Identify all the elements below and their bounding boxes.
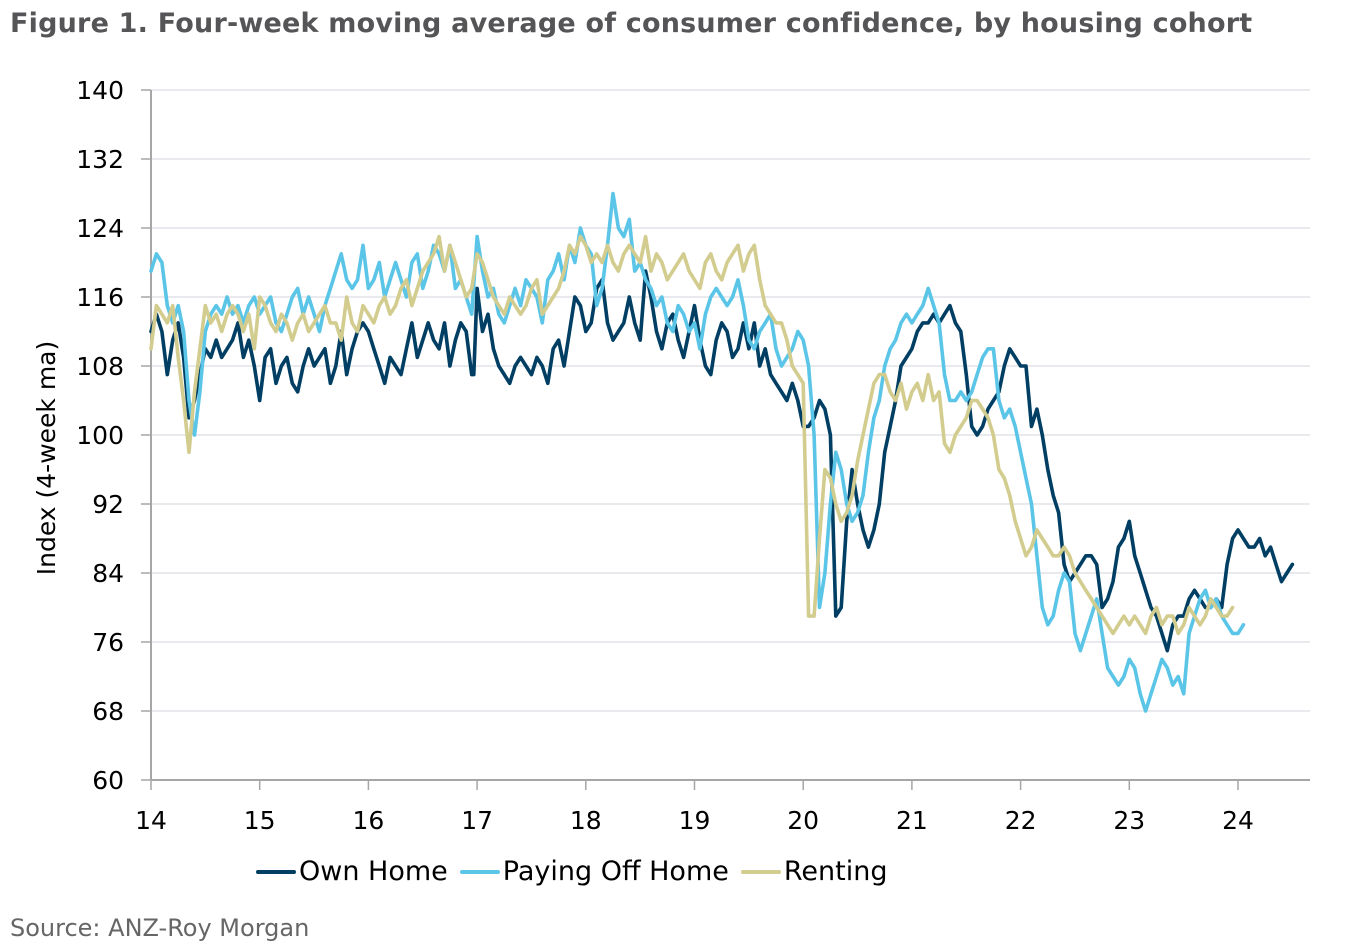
x-tick-label: 15 [244, 806, 276, 835]
legend-label-paying-off-home: Paying Off Home [502, 856, 729, 887]
x-tick-label: 19 [679, 806, 711, 835]
gridlines [151, 89, 1310, 712]
legend-item-paying-off-home: Paying Off Home [459, 856, 729, 887]
legend-swatch-own-home [256, 869, 296, 874]
x-tick-label: 21 [896, 806, 928, 835]
x-tick-label: 16 [352, 806, 384, 835]
legend-swatch-paying-off-home [459, 869, 500, 874]
y-tick-label: 108 [76, 352, 124, 381]
x-tick-label: 20 [787, 806, 819, 835]
y-tick-label: 92 [92, 490, 124, 519]
legend-label-renting: Renting [783, 856, 888, 887]
y-tick-label: 132 [76, 145, 124, 174]
x-tick-label: 18 [570, 806, 602, 835]
x-tick-label: 22 [1005, 806, 1037, 835]
legend-item-renting: Renting [740, 856, 888, 887]
series-line-own-home [149, 269, 1295, 653]
y-tick-label: 124 [76, 214, 124, 243]
x-tick-label: 17 [461, 806, 493, 835]
legend-item-own-home: Own Home [256, 856, 448, 887]
legend: Own Home Paying Off Home Renting [256, 856, 900, 887]
series-line-paying-off-home [149, 191, 1246, 713]
source-note: Source: ANZ-Roy Morgan [10, 914, 310, 942]
y-tick-label: 140 [76, 76, 124, 105]
x-tick-label: 23 [1113, 806, 1145, 835]
legend-label-own-home: Own Home [299, 856, 448, 887]
y-tick-label: 84 [92, 559, 124, 588]
series-line-renting [149, 234, 1235, 636]
y-tick-label: 68 [92, 697, 124, 726]
x-tick-label: 24 [1222, 806, 1254, 835]
x-axis-ticks: 14 15 16 17 18 19 20 21 22 23 24 [135, 780, 1254, 835]
chart-title: Figure 1. Four-week moving average of co… [10, 8, 1253, 39]
legend-swatch-renting [740, 869, 781, 874]
series-lines [149, 191, 1295, 713]
x-tick-label: 14 [135, 806, 167, 835]
y-tick-label: 76 [92, 628, 124, 657]
y-axis-ticks: 60 68 76 84 92 100 108 116 124 132 140 [76, 76, 151, 795]
y-tick-label: 60 [92, 766, 124, 795]
y-tick-label: 100 [76, 421, 124, 450]
y-tick-label: 116 [76, 283, 124, 312]
y-axis-title: Index (4-week ma) [32, 341, 61, 576]
